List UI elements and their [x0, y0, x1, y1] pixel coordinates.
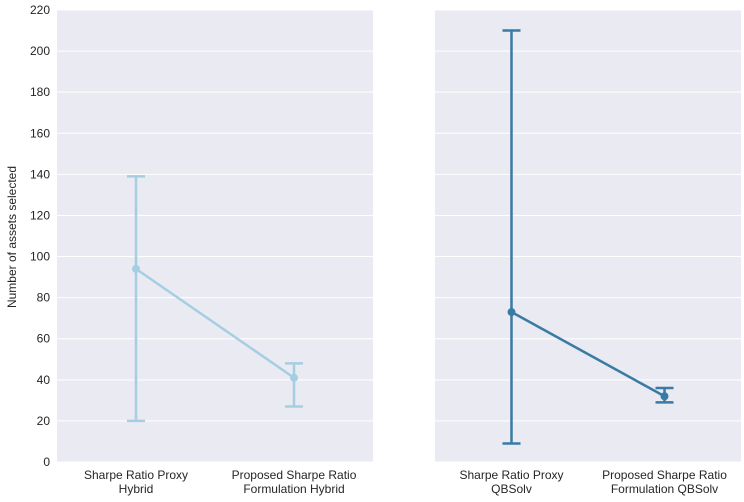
x-tick-label-line: Proposed Sharpe Ratio: [232, 468, 357, 482]
panel-background: [57, 10, 373, 462]
series-line: [135, 267, 295, 379]
y-tick-label-160: 160: [30, 126, 50, 140]
x-tick-label-1: Sharpe Ratio Proxy QBSolv: [459, 468, 563, 496]
x-tick-label-1: Sharpe Ratio Proxy Hybrid: [84, 468, 188, 496]
y-tick-label-100: 100: [30, 250, 50, 264]
data-point-1: [132, 264, 140, 273]
panel-1: 0 20 40 60 80 100 120 140 160 180 200 220 Sharpe Rat…: [30, 3, 373, 496]
x-tick-label-line: Formulation Hybrid: [243, 482, 344, 496]
y-tick-label-80: 80: [37, 291, 51, 305]
y-tick-label-140: 140: [30, 167, 50, 181]
x-tick-label-line: QBSolv: [491, 482, 532, 496]
data-point-2: [290, 373, 298, 382]
y-tick-label-200: 200: [30, 44, 50, 58]
x-tick-label-2: Proposed Sharpe Ratio Formulation QBSolv: [602, 468, 727, 496]
x-tick-label-line: Sharpe Ratio Proxy: [459, 468, 563, 482]
x-tick-label-line: Hybrid: [119, 482, 154, 496]
x-tick-label-2: Proposed Sharpe Ratio Formulation Hybrid: [232, 468, 357, 496]
data-point-1: [507, 308, 516, 317]
y-tick-label-220: 220: [30, 3, 50, 17]
y-tick-label-0: 0: [43, 455, 50, 469]
x-tick-label-line: Formulation QBSolv: [611, 482, 718, 496]
y-tick-label-120: 120: [30, 208, 50, 222]
y-tick-label-60: 60: [37, 332, 51, 346]
x-tick-label-line: Proposed Sharpe Ratio: [602, 468, 727, 482]
series-line: [510, 310, 666, 398]
panel-background: [435, 10, 741, 462]
y-tick-label-40: 40: [37, 373, 51, 387]
data-point-2: [660, 392, 669, 401]
x-tick-label-line: Sharpe Ratio Proxy: [84, 468, 188, 482]
y-tick-label-20: 20: [37, 414, 51, 428]
y-tick-label-180: 180: [30, 85, 50, 99]
panel-2: Sharpe Ratio Proxy QBSolv Proposed Sharpe …: [435, 9, 741, 496]
y-axis-label: Number of assets selected: [5, 166, 19, 308]
